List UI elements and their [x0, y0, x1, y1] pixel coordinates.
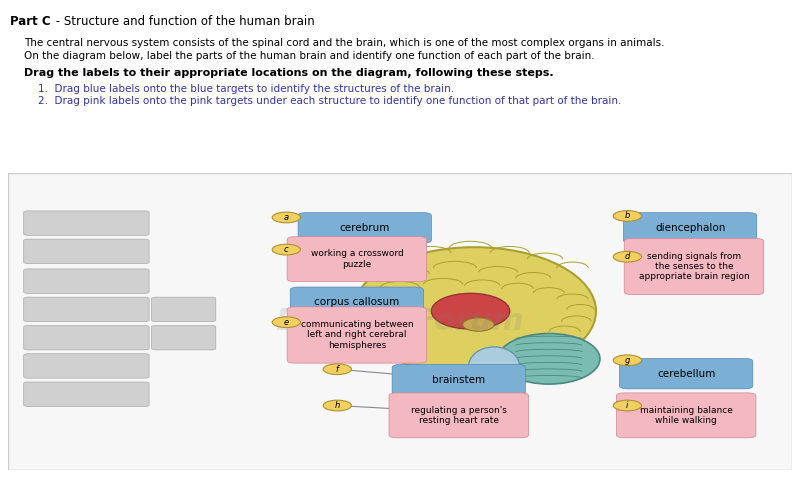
- FancyBboxPatch shape: [8, 173, 792, 470]
- Ellipse shape: [431, 293, 510, 329]
- FancyBboxPatch shape: [24, 354, 149, 378]
- Circle shape: [614, 355, 642, 366]
- Ellipse shape: [462, 318, 494, 331]
- FancyBboxPatch shape: [151, 325, 216, 350]
- Text: f: f: [336, 365, 338, 374]
- FancyBboxPatch shape: [624, 239, 764, 295]
- Circle shape: [272, 212, 301, 223]
- Text: c: c: [284, 245, 289, 254]
- Text: Biology-Forum: Biology-Forum: [276, 307, 524, 336]
- Circle shape: [272, 317, 301, 327]
- FancyBboxPatch shape: [24, 239, 149, 264]
- FancyBboxPatch shape: [298, 213, 431, 243]
- Text: 1.  Drag blue labels onto the blue targets to identify the structures of the bra: 1. Drag blue labels onto the blue target…: [38, 84, 454, 94]
- FancyBboxPatch shape: [24, 269, 149, 293]
- FancyBboxPatch shape: [24, 325, 149, 350]
- Text: h: h: [334, 401, 340, 410]
- Text: a: a: [284, 213, 289, 222]
- Text: i: i: [626, 401, 629, 410]
- Circle shape: [614, 252, 642, 262]
- Text: regulating a person's
resting heart rate: regulating a person's resting heart rate: [411, 406, 506, 425]
- Text: working a crossword
puzzle: working a crossword puzzle: [310, 250, 403, 269]
- Text: maintaining balance
while walking: maintaining balance while walking: [640, 406, 733, 425]
- Text: diencephalon: diencephalon: [655, 223, 726, 233]
- Text: cerebellum: cerebellum: [657, 369, 715, 379]
- Text: brainstem: brainstem: [432, 374, 486, 384]
- FancyBboxPatch shape: [619, 359, 753, 389]
- Ellipse shape: [498, 334, 600, 384]
- FancyBboxPatch shape: [392, 364, 526, 395]
- Text: Drag the labels to their appropriate locations on the diagram, following these s: Drag the labels to their appropriate loc…: [24, 68, 554, 78]
- Text: b: b: [625, 212, 630, 220]
- FancyBboxPatch shape: [616, 393, 756, 438]
- Text: cerebrum: cerebrum: [339, 223, 390, 233]
- Circle shape: [323, 364, 351, 374]
- Text: d: d: [625, 252, 630, 261]
- FancyBboxPatch shape: [24, 297, 149, 322]
- Circle shape: [272, 244, 301, 255]
- Text: e: e: [284, 318, 289, 327]
- FancyBboxPatch shape: [24, 211, 149, 235]
- Text: 2.  Drag pink labels onto the pink targets under each structure to identify one : 2. Drag pink labels onto the pink target…: [38, 96, 622, 106]
- Circle shape: [614, 400, 642, 411]
- FancyBboxPatch shape: [623, 213, 757, 243]
- Ellipse shape: [353, 247, 596, 375]
- Circle shape: [323, 400, 351, 411]
- FancyBboxPatch shape: [287, 307, 426, 363]
- Text: g: g: [625, 356, 630, 365]
- Text: Part C: Part C: [10, 15, 51, 28]
- Ellipse shape: [469, 347, 519, 385]
- Text: The central nervous system consists of the spinal cord and the brain, which is o: The central nervous system consists of t…: [24, 38, 665, 48]
- FancyBboxPatch shape: [290, 287, 423, 317]
- Text: communicating between
left and right cerebral
hemispheres: communicating between left and right cer…: [301, 320, 413, 350]
- FancyBboxPatch shape: [151, 297, 216, 322]
- FancyBboxPatch shape: [287, 237, 426, 282]
- Text: - Structure and function of the human brain: - Structure and function of the human br…: [52, 15, 314, 28]
- Text: On the diagram below, label the parts of the human brain and identify one functi: On the diagram below, label the parts of…: [24, 51, 594, 61]
- Circle shape: [614, 211, 642, 221]
- Text: sending signals from
the senses to the
appropriate brain region: sending signals from the senses to the a…: [638, 252, 750, 281]
- FancyBboxPatch shape: [24, 382, 149, 407]
- Text: corpus callosum: corpus callosum: [314, 297, 399, 307]
- FancyBboxPatch shape: [389, 393, 529, 438]
